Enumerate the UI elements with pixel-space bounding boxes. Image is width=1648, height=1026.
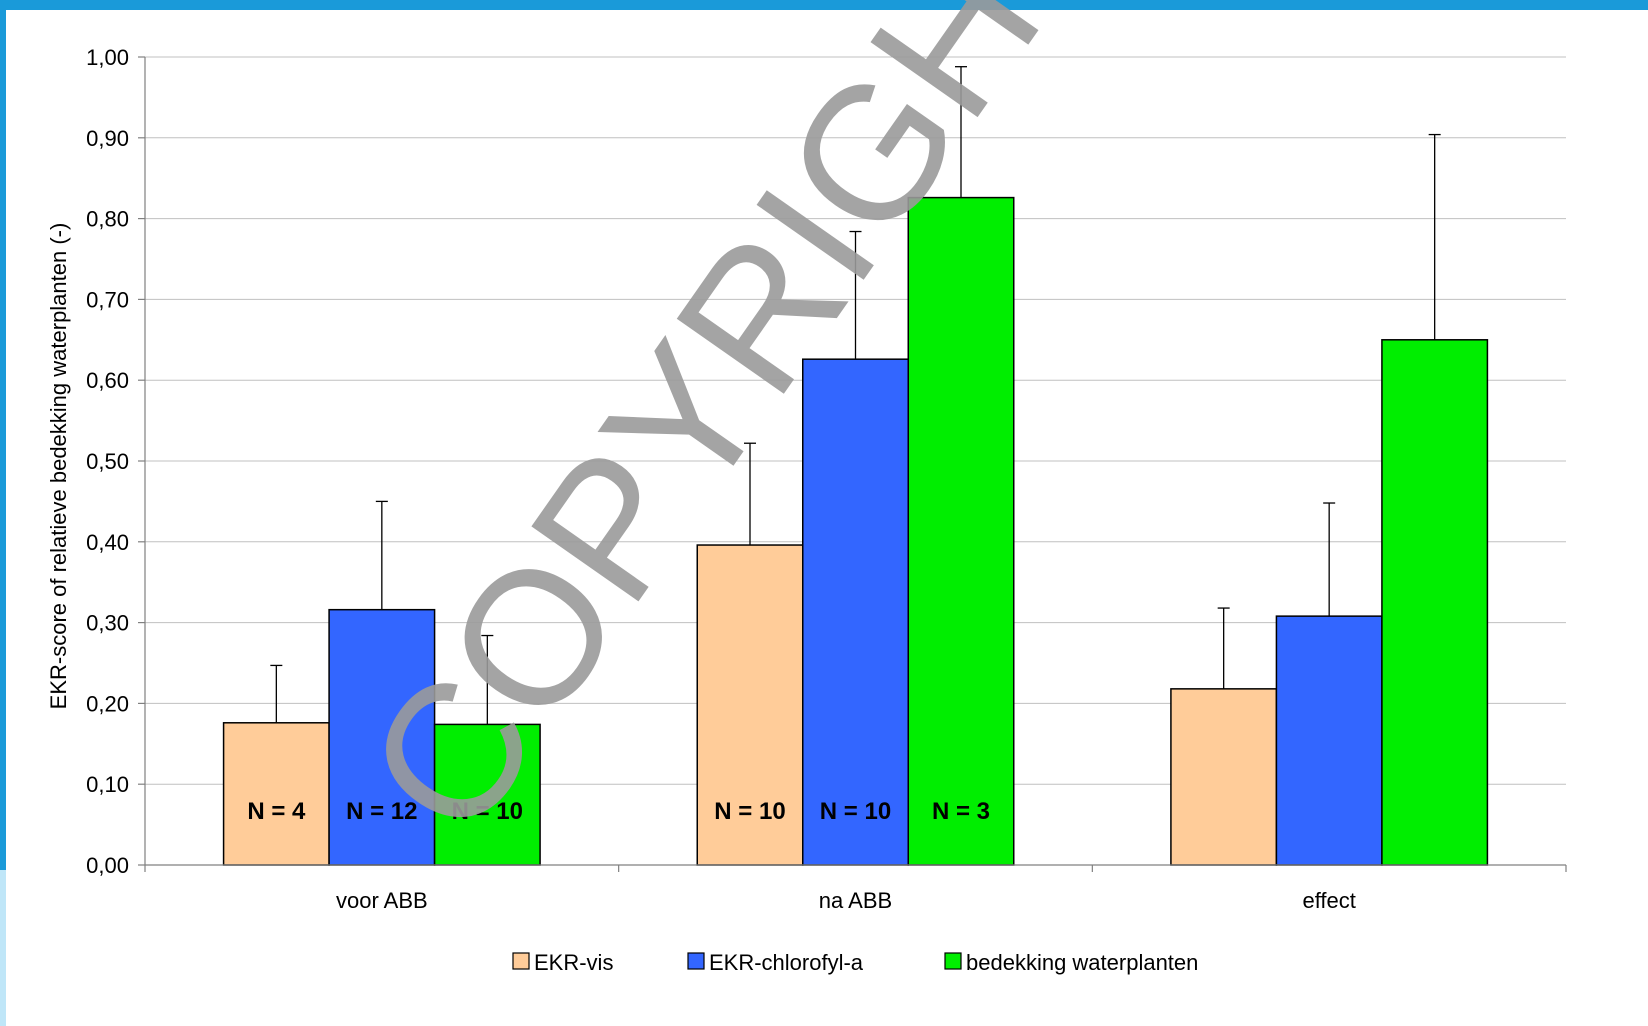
x-category-label: na ABB: [819, 888, 892, 913]
bar: [1381, 339, 1489, 866]
frame-left-border-light: [0, 870, 6, 1026]
bar: [802, 358, 909, 866]
n-count-label: N = 4: [247, 798, 306, 825]
n-count-label: N = 3: [932, 798, 990, 825]
frame-top-border: [0, 0, 1648, 10]
labels: 0,00 0,10 0,20 0,30 0,40 0,50 0,60 0,70 0,80 0,90…: [86, 45, 1356, 913]
x-category-label: effect: [1302, 888, 1355, 913]
legend-label: bedekking waterplanten: [966, 950, 1198, 975]
legend-swatch: [944, 952, 962, 970]
bar: [433, 723, 541, 866]
bar: [696, 544, 804, 866]
bar: [222, 722, 330, 866]
legend-label: EKR-vis: [534, 950, 613, 975]
y-tick-label: 0,90: [86, 126, 129, 151]
y-axis-title: EKR-score of relatieve bedekking waterpl…: [46, 223, 71, 710]
legend-swatch: [687, 952, 705, 970]
bar: [907, 196, 1015, 866]
y-tick-label: 1,00: [86, 45, 129, 70]
y-tick-label: 0,40: [86, 530, 129, 555]
axes: [138, 56, 1567, 872]
x-category-label: voor ABB: [336, 888, 428, 913]
error-bars: [270, 66, 1441, 725]
y-tick-label: 0,70: [86, 287, 129, 312]
y-tick-label: 0,80: [86, 207, 129, 232]
n-count-label: N = 10: [452, 798, 523, 825]
bar: [1170, 688, 1278, 866]
y-tick-label: 0,20: [86, 691, 129, 716]
n-count-label: N = 12: [346, 798, 417, 825]
y-tick-label: 0,30: [86, 611, 129, 636]
bars: [222, 196, 1489, 866]
legend-swatch: [512, 952, 530, 970]
y-tick-label: 0,50: [86, 449, 129, 474]
legend: EKR-vis EKR-chlorofyl-a bedekking waterpla…: [512, 950, 1198, 975]
y-tick-label: 0,00: [86, 853, 129, 878]
legend-label: EKR-chlorofyl-a: [709, 950, 864, 975]
y-tick-label: 0,60: [86, 368, 129, 393]
y-tick-label: 0,10: [86, 772, 129, 797]
n-count-label: N = 10: [714, 798, 785, 825]
n-count-label: N = 10: [820, 798, 891, 825]
bar: [1275, 615, 1383, 866]
frame-left-border: [0, 0, 6, 870]
